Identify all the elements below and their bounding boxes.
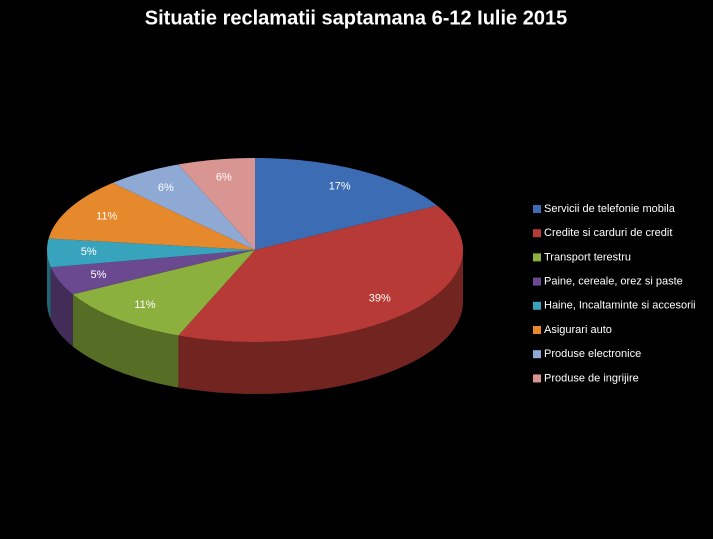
legend-swatch	[533, 350, 541, 359]
slice	[178, 205, 463, 342]
data-label: 5%	[90, 269, 106, 281]
legend-swatch	[533, 253, 541, 262]
slice	[112, 164, 256, 250]
legend-swatch	[533, 229, 541, 238]
chart-title: Situatie reclamatii saptamana 6-12 Iulie…	[145, 7, 567, 29]
legend-label: Credite si carduri de credit	[544, 227, 672, 239]
slice-side	[50, 267, 73, 347]
legend-label: Produse de ingrijire	[544, 372, 639, 384]
legend-label: Paine, cereale, orez si paste	[544, 276, 683, 288]
legend-swatch	[533, 326, 541, 334]
data-label: 11%	[134, 299, 155, 311]
legend-label: Haine, Incaltaminte si accesorii	[544, 300, 696, 312]
data-label: 5%	[81, 246, 97, 258]
slice	[50, 250, 256, 295]
legend-swatch	[533, 277, 541, 286]
slice	[48, 182, 256, 250]
data-label: 6%	[158, 182, 174, 194]
slice-side	[72, 294, 179, 388]
slice	[255, 158, 438, 250]
slice-side	[47, 250, 51, 320]
data-label: 17%	[329, 181, 351, 193]
legend-label: Produse electronice	[544, 348, 641, 360]
legend-label: Asigurari auto	[544, 324, 612, 336]
legend-label: Transport terestru	[544, 251, 631, 263]
legend-swatch	[533, 301, 541, 310]
data-label: 39%	[369, 293, 391, 305]
data-label: 6%	[216, 172, 232, 184]
slice	[178, 158, 255, 250]
slice	[47, 238, 256, 268]
slice-side	[178, 250, 463, 394]
legend-swatch	[533, 374, 541, 383]
slice	[72, 250, 255, 336]
legend-label: Servicii de telefonie mobila	[544, 203, 676, 215]
data-label: 11%	[96, 210, 117, 222]
legend-swatch	[533, 205, 541, 213]
